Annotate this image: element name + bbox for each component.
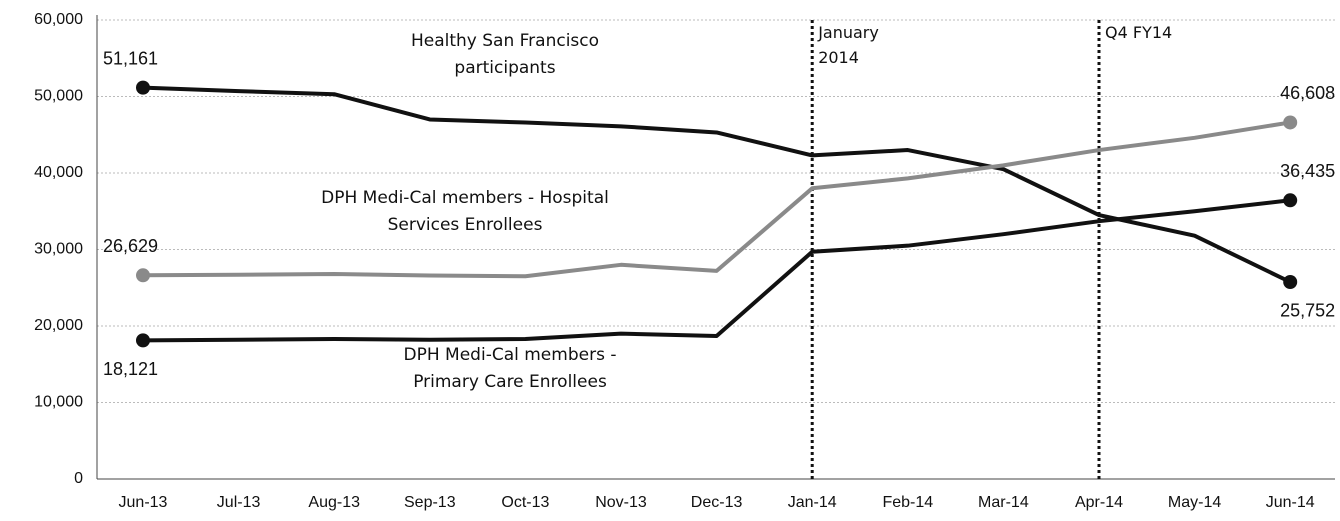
data-label: 46,608 (1280, 83, 1335, 103)
data-label: 25,752 (1280, 301, 1335, 321)
point-marker (1283, 115, 1298, 130)
x-tick-label: Jun-13 (119, 494, 168, 511)
data-label: 51,161 (103, 48, 158, 68)
x-tick-label: Sep-13 (404, 494, 456, 511)
x-tick-label: Jul-13 (217, 494, 261, 511)
x-tick-label: Aug-13 (308, 494, 360, 511)
x-tick-label: Mar-14 (978, 494, 1029, 511)
annotation: January 2014 (818, 23, 879, 67)
series-label: Healthy San Francisco participants (410, 31, 600, 78)
y-tick-label: 20,000 (34, 317, 83, 334)
data-label: 18,121 (103, 359, 158, 379)
series-line (142, 85, 1292, 284)
y-tick-label: 30,000 (34, 241, 83, 258)
data-label: 26,629 (103, 236, 158, 256)
x-tick-label: May-14 (1168, 494, 1221, 511)
x-tick-label: Nov-13 (595, 494, 647, 511)
series-label: DPH Medi-Cal members - Hospital Services… (321, 188, 609, 235)
y-tick-label: 0 (74, 470, 83, 487)
annotation: Q4 FY14 (1105, 23, 1173, 42)
y-tick-label: 10,000 (34, 394, 83, 411)
point-marker (136, 80, 150, 95)
x-tick-label: Apr-14 (1075, 494, 1123, 511)
y-tick-label: 50,000 (34, 88, 83, 105)
y-tick-label: 60,000 (34, 11, 83, 28)
series-line (142, 198, 1291, 343)
x-tick-label: Dec-13 (691, 494, 743, 511)
x-tick-label: Feb-14 (882, 494, 933, 511)
y-tick-label: 40,000 (34, 164, 83, 181)
point-marker (136, 333, 150, 348)
data-label: 36,435 (1280, 161, 1335, 181)
series-label: DPH Medi-Cal members - Primary Care Enro… (403, 345, 617, 392)
x-tick-label: Oct-13 (501, 494, 549, 511)
series-line (142, 120, 1291, 279)
point-marker (136, 268, 150, 283)
point-marker (1283, 193, 1298, 208)
x-tick-label: Jan-14 (788, 494, 837, 511)
x-tick-label: Jun-14 (1266, 494, 1315, 511)
point-marker (1283, 274, 1298, 289)
